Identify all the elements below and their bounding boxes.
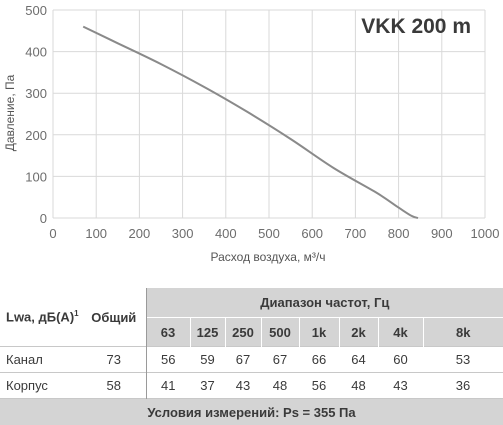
y-axis-label: Давление, Па: [3, 74, 17, 151]
row-label: Корпус: [0, 373, 82, 399]
y-tick-label: 300: [25, 86, 47, 101]
table-cell: 60: [378, 347, 423, 373]
table-cell: 48: [261, 373, 299, 399]
pressure-flow-curve: [83, 27, 418, 218]
lwa-header: Lwa, дБ(А)1: [0, 288, 82, 347]
band-header: 2k: [339, 318, 378, 347]
x-tick-labels: 0 100 200 300 400 500 600 700 800 900 1000: [49, 226, 499, 241]
x-tick-label: 800: [388, 226, 410, 241]
x-tick-label: 500: [258, 226, 280, 241]
band-header: 4k: [378, 318, 423, 347]
table-cell: 37: [190, 373, 225, 399]
x-axis-label: Расход воздуха, м³/ч: [211, 250, 326, 264]
x-tick-label: 400: [215, 226, 237, 241]
table-cell: 59: [190, 347, 225, 373]
measurement-conditions: Условия измерений: Ps = 355 Па: [0, 399, 503, 425]
band-header: 250: [225, 318, 261, 347]
x-tick-label: 700: [345, 226, 367, 241]
band-header: 63: [146, 318, 190, 347]
measurement-conditions-row: Условия измерений: Ps = 355 Па: [0, 399, 503, 425]
frequency-range-header: Диапазон частот, Гц: [146, 288, 503, 318]
row-label: Канал: [0, 347, 82, 373]
y-tick-label: 200: [25, 128, 47, 143]
x-tick-label: 1000: [471, 226, 500, 241]
fan-curve-chart: 0 100 200 300 400 500 600 700 800 900 1000 0 100 200…: [0, 0, 503, 268]
table-cell: 67: [261, 347, 299, 373]
y-tick-label: 500: [25, 3, 47, 18]
band-header: 500: [261, 318, 299, 347]
noise-table-container: Lwa, дБ(А)1 Общий Диапазон частот, Гц 63…: [0, 288, 503, 425]
x-tick-label: 900: [431, 226, 453, 241]
row-total: 73: [82, 347, 146, 373]
x-tick-label: 100: [85, 226, 107, 241]
table-cell: 56: [146, 347, 190, 373]
table-header-row-1: Lwa, дБ(А)1 Общий Диапазон частот, Гц: [0, 288, 503, 318]
table-row: Канал 73 56 59 67 67 66 64 60 53: [0, 347, 503, 373]
y-tick-label: 100: [25, 169, 47, 184]
table-cell: 56: [299, 373, 339, 399]
table-cell: 67: [225, 347, 261, 373]
table-cell: 53: [423, 347, 503, 373]
x-tick-label: 600: [301, 226, 323, 241]
y-tick-label: 0: [40, 211, 47, 226]
table-cell: 43: [225, 373, 261, 399]
table-cell: 64: [339, 347, 378, 373]
sound-power-table: Lwa, дБ(А)1 Общий Диапазон частот, Гц 63…: [0, 288, 503, 425]
table-row: Корпус 58 41 37 43 48 56 48 43 36: [0, 373, 503, 399]
y-tick-labels: 0 100 200 300 400 500: [25, 3, 47, 226]
x-tick-label: 0: [49, 226, 56, 241]
band-header: 1k: [299, 318, 339, 347]
table-cell: 43: [378, 373, 423, 399]
row-total: 58: [82, 373, 146, 399]
y-tick-label: 400: [25, 45, 47, 60]
x-tick-label: 300: [172, 226, 194, 241]
x-tick-label: 200: [129, 226, 151, 241]
chart-title: VKK 200 m: [361, 15, 471, 38]
table-cell: 48: [339, 373, 378, 399]
total-header: Общий: [82, 288, 146, 347]
table-cell: 66: [299, 347, 339, 373]
grid-lines: [53, 10, 485, 218]
table-cell: 36: [423, 373, 503, 399]
table-cell: 41: [146, 373, 190, 399]
band-header: 8k: [423, 318, 503, 347]
band-header: 125: [190, 318, 225, 347]
